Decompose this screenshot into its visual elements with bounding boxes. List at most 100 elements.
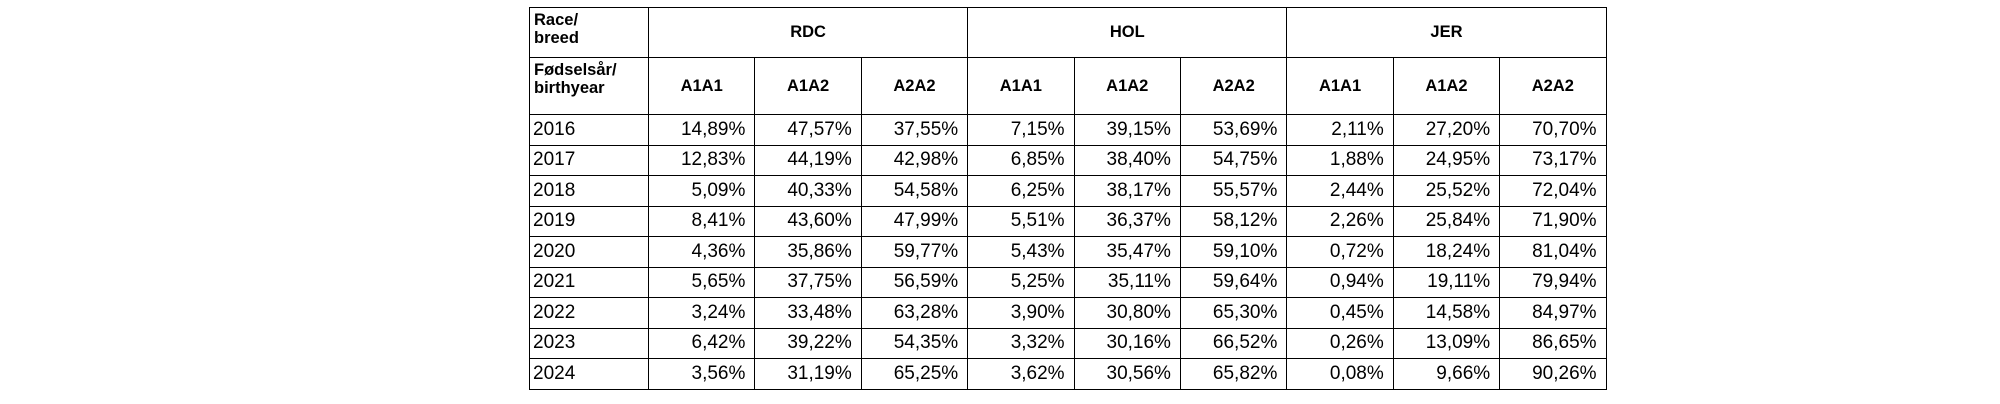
percentage-cell: 72,04% [1499,175,1607,207]
table-row: 2020 4,36% 35,86% 59,77% 5,43% 35,47% 59,10% 0,… [529,236,1607,268]
percentage-cell: 38,40% [1073,144,1181,176]
group-header-jer: JER [1286,7,1607,58]
group-header-row: Race/ breed RDC HOL JER [529,7,1607,58]
corner-birthyear-label: Fødselsår/ birthyear [529,57,649,115]
birthyear-cell: 2019 [529,205,649,237]
genotype-header: A2A2 [1499,57,1607,115]
percentage-cell: 8,41% [647,205,756,237]
percentage-cell: 65,30% [1179,297,1288,329]
genotype-header: A1A1 [647,57,756,115]
table-row: 2017 12,83% 44,19% 42,98% 6,85% 38,40% 54,75% 1… [529,144,1607,176]
percentage-cell: 44,19% [754,144,862,176]
percentage-cell: 53,69% [1179,114,1288,146]
table-row: 2019 8,41% 43,60% 47,99% 5,51% 36,37% 58,12% 2,… [529,205,1607,237]
table-row: 2016 14,89% 47,57% 37,55% 7,15% 39,15% 53,69% 2… [529,114,1607,146]
percentage-cell: 65,25% [860,358,969,390]
percentage-cell: 30,80% [1073,297,1181,329]
genotype-header: A1A1 [967,57,1075,115]
percentage-cell: 35,86% [754,236,862,268]
genotype-header: A1A1 [1286,57,1394,115]
percentage-cell: 35,11% [1073,266,1181,298]
percentage-cell: 18,24% [1392,236,1501,268]
corner-birthyear-line-2: birthyear [534,79,605,97]
percentage-cell: 56,59% [860,266,969,298]
percentage-cell: 12,83% [647,144,756,176]
percentage-cell: 31,19% [754,358,862,390]
corner-breed-line-2: breed [534,29,579,47]
percentage-cell: 84,97% [1499,297,1607,329]
percentage-cell: 81,04% [1499,236,1607,268]
percentage-cell: 47,57% [754,114,862,146]
table-row: 2024 3,56% 31,19% 65,25% 3,62% 30,56% 65,82% 0,… [529,358,1607,390]
percentage-cell: 54,75% [1179,144,1288,176]
percentage-cell: 3,62% [967,358,1075,390]
percentage-cell: 7,15% [967,114,1075,146]
percentage-cell: 5,43% [967,236,1075,268]
percentage-cell: 5,51% [967,205,1075,237]
birthyear-cell: 2023 [529,327,649,359]
percentage-cell: 14,58% [1392,297,1501,329]
percentage-cell: 86,65% [1499,327,1607,359]
birthyear-cell: 2020 [529,236,649,268]
percentage-cell: 0,45% [1286,297,1394,329]
percentage-cell: 39,15% [1073,114,1181,146]
percentage-cell: 65,82% [1179,358,1288,390]
table-row: 2022 3,24% 33,48% 63,28% 3,90% 30,80% 65,30% 0,… [529,297,1607,329]
percentage-cell: 6,85% [967,144,1075,176]
genotype-header-row: Fødselsår/ birthyear A1A1 A1A2 A2A2 A1A1… [529,57,1607,115]
percentage-cell: 66,52% [1179,327,1288,359]
percentage-cell: 25,52% [1392,175,1501,207]
percentage-cell: 0,08% [1286,358,1394,390]
percentage-cell: 5,65% [647,266,756,298]
genotype-header: A2A2 [860,57,969,115]
percentage-cell: 6,25% [967,175,1075,207]
percentage-cell: 59,77% [860,236,969,268]
table-row: 2021 5,65% 37,75% 56,59% 5,25% 35,11% 59,64% 0,… [529,266,1607,298]
percentage-cell: 25,84% [1392,205,1501,237]
percentage-cell: 2,44% [1286,175,1394,207]
percentage-cell: 59,64% [1179,266,1288,298]
percentage-cell: 0,72% [1286,236,1394,268]
percentage-cell: 37,75% [754,266,862,298]
percentage-cell: 55,57% [1179,175,1288,207]
percentage-cell: 39,22% [754,327,862,359]
genotype-header: A1A2 [1392,57,1501,115]
percentage-cell: 59,10% [1179,236,1288,268]
percentage-cell: 79,94% [1499,266,1607,298]
birthyear-cell: 2024 [529,358,649,390]
percentage-cell: 54,58% [860,175,969,207]
percentage-cell: 3,90% [967,297,1075,329]
percentage-cell: 24,95% [1392,144,1501,176]
birthyear-cell: 2022 [529,297,649,329]
percentage-cell: 54,35% [860,327,969,359]
percentage-cell: 33,48% [754,297,862,329]
percentage-cell: 71,90% [1499,205,1607,237]
corner-breed-label: Race/ breed [529,7,649,58]
percentage-cell: 37,55% [860,114,969,146]
percentage-cell: 5,09% [647,175,756,207]
percentage-cell: 43,60% [754,205,862,237]
percentage-cell: 3,24% [647,297,756,329]
group-header-hol: HOL [967,7,1288,58]
percentage-cell: 3,32% [967,327,1075,359]
percentage-cell: 9,66% [1392,358,1501,390]
percentage-cell: 19,11% [1392,266,1501,298]
percentage-cell: 0,26% [1286,327,1394,359]
genotype-header: A1A2 [754,57,862,115]
percentage-cell: 0,94% [1286,266,1394,298]
table-row: 2023 6,42% 39,22% 54,35% 3,32% 30,16% 66,52% 0,… [529,327,1607,359]
percentage-cell: 3,56% [647,358,756,390]
birthyear-cell: 2016 [529,114,649,146]
birthyear-cell: 2017 [529,144,649,176]
genotype-header: A1A2 [1073,57,1181,115]
percentage-cell: 4,36% [647,236,756,268]
percentage-cell: 63,28% [860,297,969,329]
percentage-cell: 90,26% [1499,358,1607,390]
percentage-cell: 40,33% [754,175,862,207]
percentage-cell: 42,98% [860,144,969,176]
percentage-cell: 30,16% [1073,327,1181,359]
percentage-cell: 58,12% [1179,205,1288,237]
birthyear-cell: 2018 [529,175,649,207]
percentage-cell: 2,26% [1286,205,1394,237]
percentage-cell: 14,89% [647,114,756,146]
